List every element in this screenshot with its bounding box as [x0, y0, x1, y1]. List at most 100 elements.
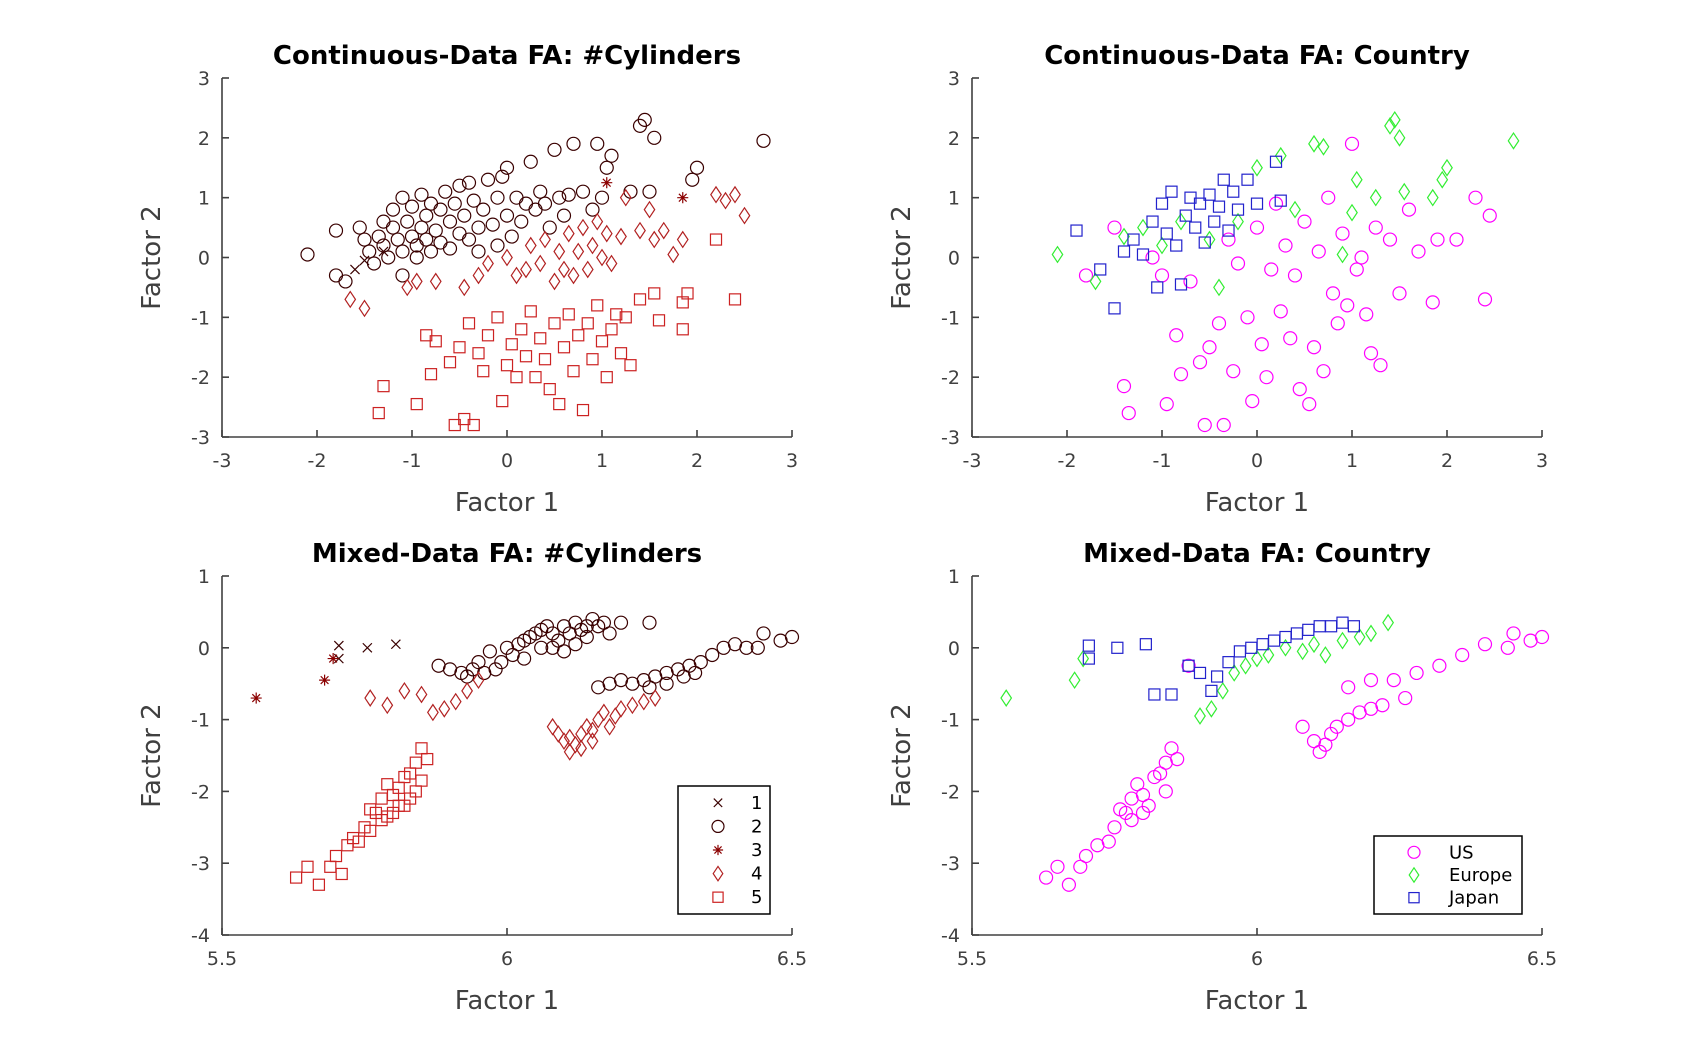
data-point: [1325, 286, 1341, 301]
data-point: [1078, 848, 1094, 864]
data-point: [1165, 688, 1178, 701]
data-point: [575, 184, 591, 199]
x-tick-label: -2: [1058, 450, 1077, 472]
data-point: [1296, 642, 1309, 661]
x-tick-label: -3: [963, 450, 982, 472]
data-point: [1506, 626, 1521, 641]
chart-title: Continuous-Data FA: #Cylinders: [273, 41, 741, 71]
data-point: [1227, 185, 1240, 198]
data-point: [1232, 212, 1244, 231]
data-point: [1230, 256, 1246, 271]
data-point: [499, 208, 515, 223]
data-point: [529, 371, 542, 384]
data-point: [1335, 226, 1350, 241]
data-point: [613, 615, 629, 630]
data-point: [494, 655, 509, 670]
data-point: [676, 323, 689, 336]
data-point: [1311, 244, 1326, 259]
data-point: [1350, 170, 1363, 189]
data-point: [438, 184, 453, 199]
data-point: [409, 250, 424, 265]
data-point: [1127, 233, 1140, 246]
data-point: [1205, 699, 1218, 718]
data-point: [1449, 232, 1464, 247]
series-3: [601, 177, 689, 204]
data-point: [738, 206, 751, 225]
data-point: [1170, 239, 1183, 252]
data-point: [520, 260, 532, 279]
data-point: [580, 717, 593, 736]
data-point: [566, 136, 581, 151]
data-point: [1290, 627, 1304, 640]
data-point: [1151, 281, 1164, 294]
data-point: [500, 359, 514, 372]
data-point: [471, 244, 486, 259]
y-tick-label: 2: [198, 128, 210, 150]
data-point: [438, 699, 451, 718]
data-point: [1061, 877, 1077, 892]
data-point: [552, 725, 565, 743]
y-tick-label: -3: [191, 427, 210, 449]
data-point: [1302, 396, 1317, 412]
data-point: [518, 196, 534, 211]
data-point: [1111, 641, 1124, 654]
data-point: [1169, 328, 1184, 343]
data-point: [1306, 340, 1322, 355]
data-point: [1317, 137, 1330, 156]
data-point: [371, 229, 386, 244]
y-tick-label: -4: [191, 925, 210, 947]
data-point: [1213, 278, 1225, 297]
data-point: [1297, 214, 1312, 229]
chart-panel-1: -3 -2 -1 0 1 2 3 -3 -2 -1 0 1 2 3 Continuous-Data FA: …: [137, 41, 798, 518]
x-tick-label: 3: [786, 450, 798, 472]
y-tick-label: 3: [198, 68, 210, 90]
x-axis-label: Factor 1: [1205, 488, 1309, 518]
data-point: [414, 220, 429, 235]
data-point: [1198, 236, 1211, 249]
x-axis-label: Factor 1: [455, 986, 559, 1016]
data-point: [652, 314, 666, 327]
data-point: [553, 397, 566, 411]
data-point: [1336, 245, 1349, 264]
data-point: [719, 191, 732, 210]
data-point: [488, 662, 503, 677]
data-point: [1369, 188, 1382, 207]
data-point: [1354, 250, 1369, 265]
x-tick-label: -3: [213, 450, 232, 472]
data-point: [452, 226, 467, 241]
data-point: [647, 130, 662, 145]
data-point: [572, 242, 585, 261]
data-point: [676, 296, 689, 309]
data-point: [548, 272, 561, 291]
data-point: [467, 418, 480, 432]
data-point: [452, 178, 467, 193]
data-point: [385, 202, 401, 217]
data-point: [1208, 215, 1221, 228]
data-point: [1217, 173, 1230, 186]
data-point: [1267, 634, 1281, 647]
data-point: [542, 220, 557, 235]
data-point: [415, 685, 428, 704]
data-point: [1050, 859, 1065, 874]
data-point: [1139, 638, 1152, 651]
legend-label: 3: [751, 840, 762, 861]
legend-box: [677, 785, 771, 915]
data-point: [1292, 382, 1307, 397]
data-point: [1249, 220, 1265, 235]
data-point: [537, 196, 553, 211]
data-point: [600, 224, 613, 243]
data-point: [415, 774, 428, 787]
data-point: [327, 653, 339, 665]
chart-panel-2: -3 -2 -1 0 1 2 3 -3 -2 -1 0 1 2 3 Continuous-Data FA: …: [887, 41, 1548, 518]
data-point: [1393, 128, 1406, 147]
y-tick-label: 1: [948, 188, 960, 210]
y-tick-label: 0: [198, 248, 210, 270]
data-point: [614, 347, 628, 360]
data-point: [419, 208, 434, 223]
data-point: [1436, 170, 1449, 189]
data-point: [1341, 712, 1356, 727]
data-point: [1365, 624, 1377, 643]
data-point: [1194, 707, 1206, 725]
data-point: [596, 248, 608, 267]
x-tick-label: 2: [1441, 450, 1453, 472]
